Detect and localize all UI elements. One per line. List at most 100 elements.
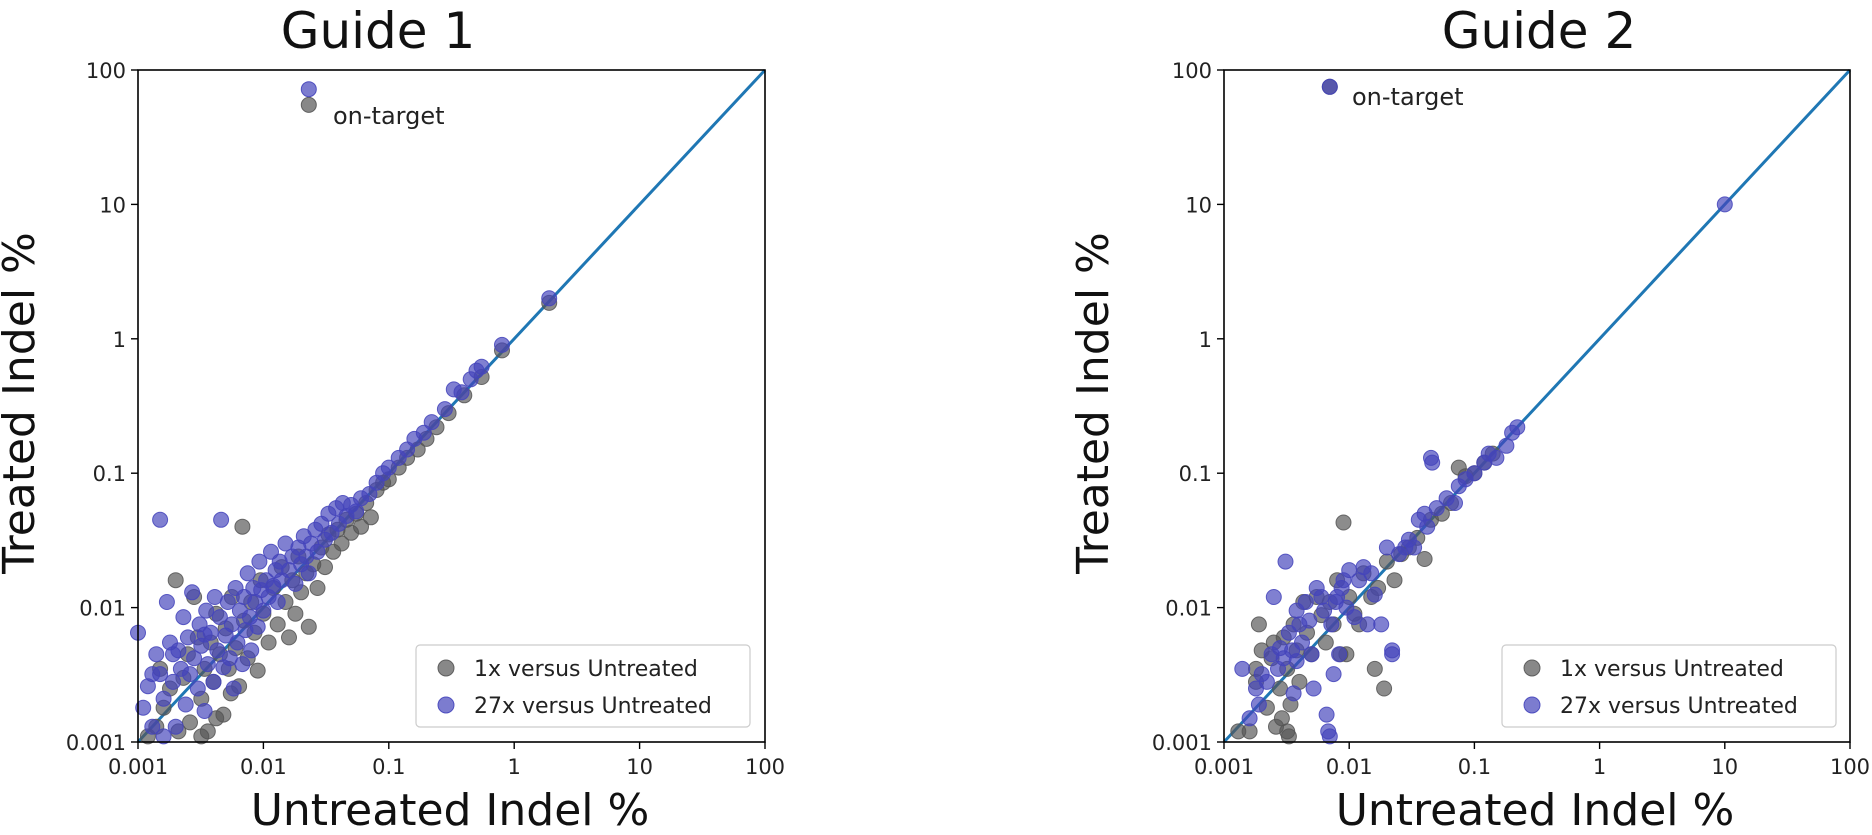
x-tick-label: 1: [508, 755, 521, 779]
series-27x: [130, 81, 558, 745]
scatter-point: [158, 594, 175, 610]
x-tick-label: 100: [745, 755, 785, 779]
scatter-point: [287, 575, 304, 592]
scatter-point: [209, 642, 226, 659]
scatter-point: [213, 511, 230, 528]
scatter-point: [423, 414, 440, 431]
scatter-point: [1323, 616, 1340, 633]
reference-line: [1222, 68, 1852, 744]
scatter-point: [1716, 196, 1733, 213]
x-axis-label: Untreated Indel %: [251, 785, 650, 835]
scatter-point: [1419, 518, 1436, 535]
scatter-point: [269, 594, 286, 610]
scatter-point: [1258, 673, 1275, 690]
scatter-point: [208, 710, 225, 727]
scatter-point: [234, 518, 251, 535]
scatter-point: [152, 511, 169, 528]
scatter-point: [1303, 646, 1320, 663]
legend-label-27x: 27x versus Untreated: [1560, 694, 1798, 719]
scatter-point: [229, 634, 246, 651]
scatter-points: [1230, 78, 1733, 745]
x-tick-label: 10: [626, 755, 653, 779]
scatter-point: [179, 629, 196, 646]
scatter-point: [182, 666, 198, 683]
scatter-point: [1285, 685, 1302, 702]
scatter-point: [1447, 495, 1463, 511]
scatter-point: [155, 690, 172, 707]
chart-title: Guide 1: [281, 2, 476, 60]
scatter-point: [1366, 586, 1383, 603]
y-tick-label: 0.001: [1152, 731, 1212, 755]
scatter-point: [353, 518, 369, 535]
scatter-point: [1376, 680, 1393, 697]
x-axis-label: Untreated Indel %: [1336, 785, 1735, 835]
scatter-point: [234, 656, 251, 673]
scatter-point: [219, 594, 236, 610]
scatter-point: [1416, 551, 1433, 567]
legend-label-27x: 27x versus Untreated: [474, 694, 712, 719]
scatter-point: [1378, 539, 1395, 556]
scatter-point: [144, 718, 161, 735]
scatter-point: [1318, 706, 1335, 723]
y-tick-label: 100: [1172, 59, 1212, 83]
x-tick-label: 0.1: [372, 755, 405, 779]
on-target-annotation: on-target: [333, 102, 445, 130]
scatter-point: [333, 535, 350, 552]
scatter-point: [182, 714, 198, 731]
scatter-point: [287, 605, 304, 622]
scatter-point: [281, 629, 297, 646]
scatter-point: [541, 290, 558, 307]
scatter-point: [196, 626, 213, 643]
chart-title: Guide 2: [1442, 2, 1637, 60]
scatter-point: [165, 673, 181, 690]
scatter-point: [1294, 634, 1310, 651]
scatter-point: [1265, 589, 1282, 605]
scatter-point: [1305, 680, 1322, 697]
scatter-point: [175, 609, 192, 626]
legend-marker-27x: [437, 696, 455, 714]
scatter-point: [223, 616, 240, 633]
x-tick-label: 1: [1593, 755, 1606, 779]
x-tick-label: 0.001: [1194, 755, 1254, 779]
legend: 1x versus Untreated 27x versus Untreated: [415, 644, 751, 728]
scatter-point: [1250, 616, 1267, 633]
scatter-point: [1366, 660, 1383, 677]
scatter-point: [362, 509, 379, 526]
scatter-point: [1428, 500, 1445, 517]
scatter-point: [1316, 602, 1333, 619]
x-tick-label: 100: [1830, 755, 1870, 779]
scatter-point: [251, 553, 268, 570]
scatter-point: [269, 616, 286, 633]
scatter-point: [1346, 609, 1363, 626]
scatter-point: [317, 559, 333, 576]
x-tick-label: 0.01: [1326, 755, 1373, 779]
scatter-point: [198, 602, 215, 619]
scatter-point: [1335, 514, 1352, 531]
x-tick-label: 0.001: [108, 755, 168, 779]
scatter-point: [1359, 616, 1376, 633]
scatter-point: [199, 656, 216, 673]
y-tick-label: 0.01: [79, 597, 126, 621]
legend-marker-27x: [1523, 696, 1541, 714]
scatter-point: [380, 459, 397, 476]
y-tick-label: 10: [1185, 193, 1212, 217]
scatter-point: [309, 543, 326, 560]
on-target-annotation: on-target: [1352, 83, 1464, 111]
scatter-point: [205, 673, 222, 690]
scatter-point: [1509, 419, 1526, 436]
scatter-point: [1321, 728, 1338, 745]
legend-marker-1x: [437, 659, 455, 677]
scatter-point: [249, 618, 266, 635]
legend-label-1x: 1x versus Untreated: [474, 657, 698, 682]
scatter-point: [300, 618, 317, 635]
scatter-point: [361, 486, 378, 502]
scatter-point: [155, 728, 172, 745]
scatter-point: [184, 584, 201, 601]
scatter-point: [1273, 710, 1290, 727]
scatter-point: [189, 680, 206, 697]
scatter-point: [1297, 594, 1314, 610]
scatter-point: [1241, 710, 1258, 727]
